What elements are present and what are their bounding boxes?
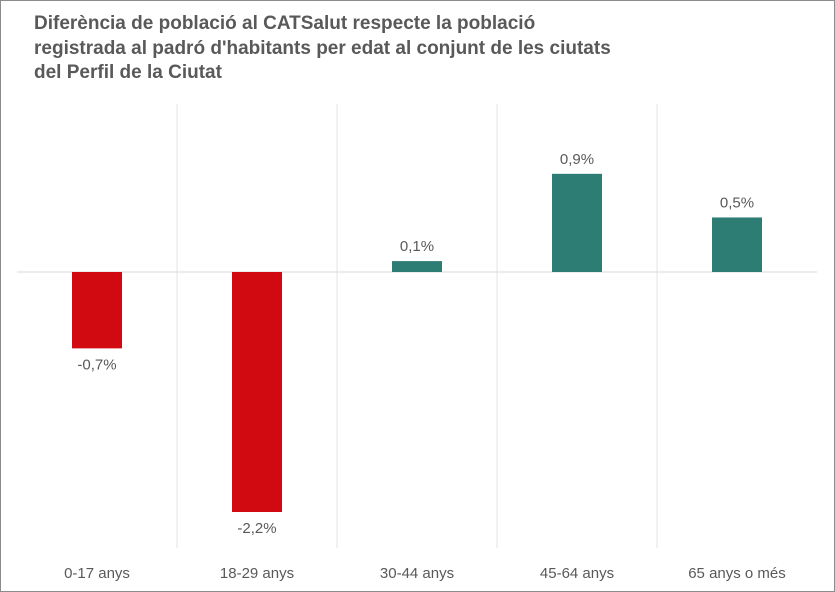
chart-title-line-2: registrada al padró d'habitants per edat…	[34, 37, 611, 59]
bar-65-anys-o-més	[712, 217, 762, 272]
data-label: 0,1%	[400, 238, 434, 255]
category-label: 0-17 anys	[64, 565, 130, 582]
chart-title: Diferència de població al CATSalut respe…	[34, 12, 754, 86]
chart-title-line-1: Diferència de població al CATSalut respe…	[34, 13, 536, 34]
data-label: 0,9%	[560, 151, 594, 168]
bar-18-29-anys	[232, 272, 282, 512]
data-label: -0,7%	[77, 356, 116, 373]
category-label: 30-44 anys	[380, 565, 454, 582]
bar-0-17-anys	[72, 272, 122, 349]
category-label: 45-64 anys	[540, 565, 614, 582]
category-label: 18-29 anys	[220, 565, 294, 582]
bar-45-64-anys	[552, 173, 602, 272]
data-label: -2,2%	[237, 520, 276, 537]
data-label: 0,5%	[720, 194, 754, 211]
bar-30-44-anys	[392, 261, 442, 272]
category-label: 65 anys o més	[688, 565, 786, 582]
chart-title-line-3: del Perfil de la Ciutat	[34, 62, 222, 83]
